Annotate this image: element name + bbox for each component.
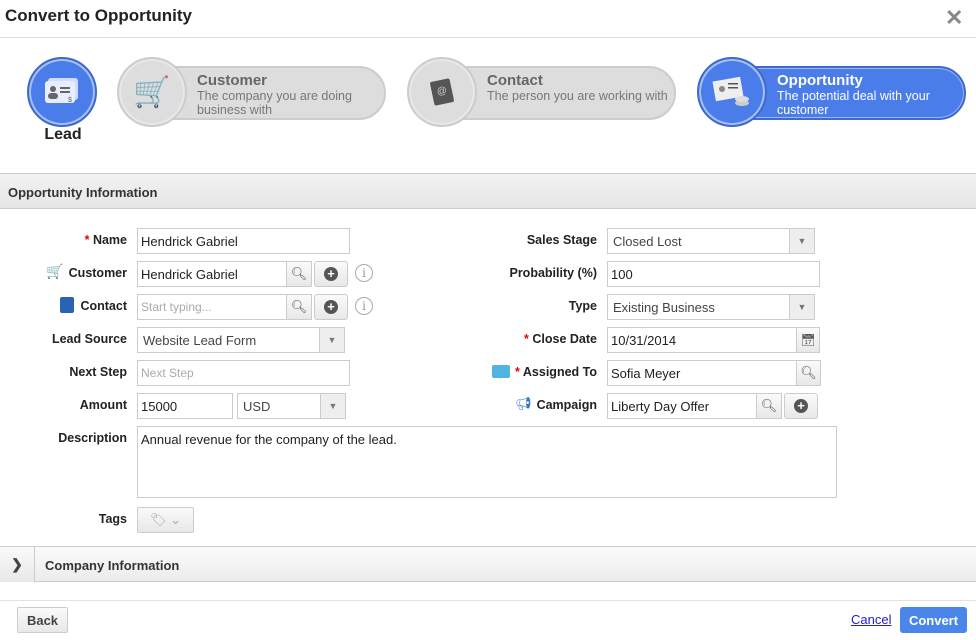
probability-label: Probability (%) <box>509 266 597 280</box>
chevron-down-icon: ▼ <box>319 328 344 352</box>
address-book-icon: @ <box>407 57 477 127</box>
amount-label: Amount <box>79 398 127 412</box>
footer-divider <box>0 600 976 601</box>
search-icon: 🔍︎ <box>800 365 817 380</box>
megaphone-icon: 📢︎ <box>515 396 532 411</box>
campaign-search-button[interactable]: 🔍︎ <box>756 393 782 419</box>
divider <box>0 37 976 38</box>
chevron-down-icon: ▼ <box>789 229 814 253</box>
convert-button[interactable]: Convert <box>900 607 967 633</box>
svg-text:$: $ <box>68 97 72 104</box>
step-customer-title: Customer <box>197 72 268 89</box>
plus-icon: + <box>324 267 338 281</box>
contact-search-button[interactable]: 🔍︎ <box>286 294 312 320</box>
customer-icon: 🛒 <box>46 263 64 279</box>
description-textarea[interactable]: Annual revenue for the company of the le… <box>137 426 837 498</box>
name-input[interactable]: Hendrick Gabriel <box>137 228 350 254</box>
lead-source-select[interactable]: Website Lead Form ▼ <box>137 327 345 353</box>
contact-label: Contact <box>80 299 127 313</box>
type-label: Type <box>568 299 597 313</box>
close-date-label: * Close Date <box>524 332 597 346</box>
step-customer-desc: The company you are doing business with <box>197 89 352 117</box>
campaign-input[interactable]: Liberty Day Offer <box>607 393 757 419</box>
assigned-to-label: * Assigned To <box>515 365 597 379</box>
type-select[interactable]: Existing Business ▼ <box>607 294 815 320</box>
customer-input[interactable]: Hendrick Gabriel <box>137 261 287 287</box>
tags-dropdown[interactable]: 🏷︎ ⌄ <box>137 507 194 533</box>
chevron-right-icon[interactable]: ❯ <box>0 547 35 582</box>
contact-book-icon <box>60 297 74 313</box>
assigned-badge-icon <box>492 365 510 378</box>
search-icon: 🔍︎ <box>760 398 778 413</box>
currency-select[interactable]: USD ▼ <box>237 393 346 419</box>
customer-info-icon[interactable]: i <box>355 264 373 282</box>
close-icon[interactable]: ✕ <box>945 5 964 30</box>
opportunity-card-coins-icon <box>697 57 767 127</box>
contact-add-button[interactable]: + <box>314 294 348 320</box>
chevron-down-icon: ▼ <box>320 394 345 418</box>
description-label: Description <box>58 431 127 445</box>
next-step-label: Next Step <box>69 365 127 379</box>
company-section-title: Company Information <box>45 558 180 573</box>
search-icon: 🔍︎ <box>290 266 308 281</box>
lead-source-label: Lead Source <box>51 332 127 346</box>
chevron-down-icon: ▼ <box>789 295 814 319</box>
search-icon: 🔍︎ <box>290 299 308 314</box>
amount-input[interactable]: 15000 <box>137 393 233 419</box>
assigned-to-input[interactable]: Sofia Meyer <box>607 360 797 386</box>
contact-input[interactable]: Start typing... <box>137 294 287 320</box>
contact-info-icon[interactable]: i <box>355 297 373 315</box>
customer-search-button[interactable]: 🔍︎ <box>286 261 312 287</box>
tags-label: Tags <box>98 512 127 526</box>
calendar-icon: 📅︎ <box>800 333 816 347</box>
step-opportunity-title: Opportunity <box>777 72 863 89</box>
probability-input[interactable]: 100 <box>607 261 820 287</box>
tag-icon: 🏷︎ ⌄ <box>149 512 181 527</box>
company-section-header[interactable]: ❯ Company Information <box>0 546 976 582</box>
dialog-title: Convert to Opportunity <box>5 6 192 25</box>
customer-label: Customer <box>68 266 127 280</box>
cancel-link[interactable]: Cancel <box>851 612 892 627</box>
plus-icon: + <box>324 300 338 314</box>
calendar-button[interactable]: 📅︎ <box>796 327 820 353</box>
sales-stage-label: Sales Stage <box>526 233 597 247</box>
opportunity-section-header[interactable]: Opportunity Information <box>0 173 976 209</box>
step-contact-title: Contact <box>487 72 543 89</box>
campaign-label: Campaign <box>536 398 597 412</box>
back-button[interactable]: Back <box>17 607 68 633</box>
customer-add-button[interactable]: + <box>314 261 348 287</box>
close-date-input[interactable]: 10/31/2014 <box>607 327 797 353</box>
plus-icon: + <box>794 399 808 413</box>
lead-card-icon: $ <box>45 78 78 104</box>
campaign-add-button[interactable]: + <box>784 393 818 419</box>
next-step-input[interactable]: Next Step <box>137 360 350 386</box>
step-contact-desc: The person you are working with <box>487 89 668 103</box>
step-opportunity-desc: The potential deal with your customer <box>777 89 930 117</box>
customer-shopping-icon: 🛒 <box>117 57 187 127</box>
sales-stage-select[interactable]: Closed Lost ▼ <box>607 228 815 254</box>
step-lead[interactable]: $ <box>27 57 97 127</box>
assigned-to-search-button[interactable]: 🔍︎ <box>796 360 821 386</box>
name-label: * Name <box>84 233 127 247</box>
step-lead-label: Lead <box>44 126 82 143</box>
